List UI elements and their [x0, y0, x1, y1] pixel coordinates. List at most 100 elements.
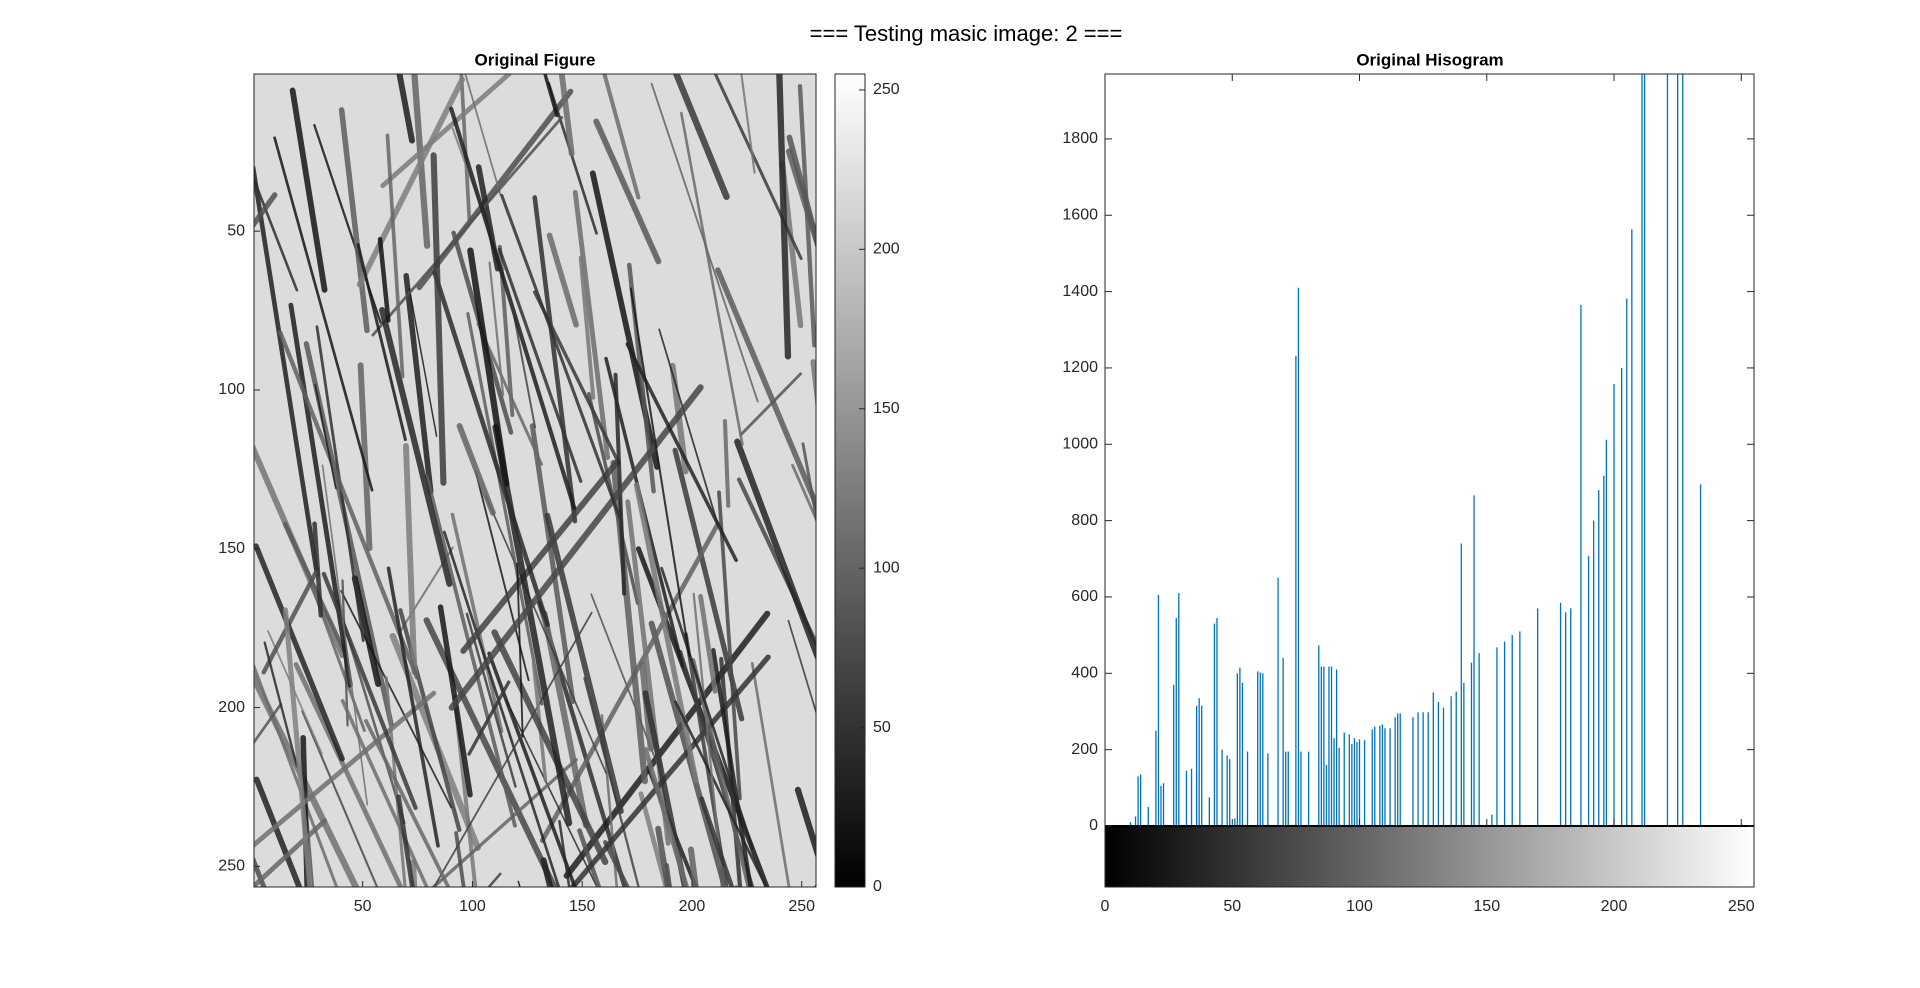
x-tick-label: 50	[1223, 898, 1241, 915]
texture-line	[454, 831, 466, 887]
texture-line	[433, 611, 593, 887]
texture-line	[403, 443, 418, 675]
texture-line	[134, 581, 161, 681]
texture-line	[449, 106, 577, 511]
colorbar-tick-label: 200	[873, 241, 900, 258]
texture-line	[734, 885, 739, 887]
texture-line	[106, 444, 180, 685]
texture-line	[891, 556, 1070, 917]
texture-line	[715, 267, 816, 512]
texture-line	[890, 803, 956, 988]
texture-line	[492, 423, 573, 827]
texture-line	[379, 306, 453, 587]
texture-line	[312, 521, 324, 618]
texture-line	[487, 872, 502, 887]
texture-line	[263, 641, 299, 768]
texture-line	[674, 700, 768, 887]
texture-line	[928, 794, 1061, 988]
texture-line	[500, 193, 622, 521]
texture-line	[122, 807, 145, 988]
texture-line	[491, 629, 609, 866]
colorbar-tick-label: 50	[873, 719, 891, 736]
texture-line	[878, 718, 904, 899]
texture-line	[961, 360, 1000, 673]
texture-line	[356, 243, 407, 442]
texture-line	[197, 635, 249, 950]
colorbar-tick-label: 250	[873, 81, 900, 98]
texture-line	[254, 776, 303, 887]
texture-line	[711, 647, 753, 887]
stems	[1129, 74, 1702, 826]
colorbar	[835, 74, 865, 887]
texture-line	[377, 236, 391, 323]
texture-line	[403, 273, 434, 495]
texture-line	[167, 311, 210, 538]
x-tick-label: 150	[1473, 898, 1500, 915]
texture-line	[928, 64, 957, 224]
x-tick-label: 50	[354, 898, 372, 915]
y-tick-label: 0	[1089, 817, 1098, 834]
texture-line	[338, 107, 370, 334]
colorbar-tick-label: 150	[873, 400, 900, 417]
texture-line	[442, 530, 561, 887]
texture-line	[130, 49, 181, 152]
texture-line	[0, 175, 110, 398]
texture-line	[364, 719, 451, 887]
y-tick-label: 1000	[1062, 435, 1098, 452]
texture-line	[109, 12, 120, 334]
texture-line	[171, 345, 227, 466]
texture-line	[658, 328, 719, 524]
y-tick-label: 100	[218, 381, 245, 398]
texture-line	[104, 423, 129, 587]
texture-line	[105, 537, 127, 696]
texture-line	[151, 15, 172, 126]
texture-line	[301, 710, 379, 887]
texture-line	[593, 118, 662, 265]
y-tick-label: 200	[218, 699, 245, 716]
texture-line	[517, 880, 521, 887]
texture-line	[185, 788, 209, 988]
texture-line	[450, 512, 504, 734]
texture-line	[476, 322, 543, 466]
texture-line	[118, 715, 156, 988]
texture-line	[411, 74, 431, 249]
texture-line	[906, 885, 949, 988]
x-tick-label: 250	[788, 898, 815, 915]
y-tick-label: 200	[1071, 741, 1098, 758]
texture-line	[613, 372, 627, 596]
texture-line	[282, 607, 313, 887]
texture-line	[660, 566, 754, 850]
texture-line	[864, 189, 878, 399]
texture-line	[516, 562, 524, 738]
texture-line	[321, 464, 369, 806]
texture-line	[408, 287, 438, 437]
texture-line	[340, 590, 453, 809]
texture-line	[547, 81, 598, 235]
texture-line	[629, 287, 691, 658]
texture-line	[386, 566, 440, 848]
x-tick-label: 200	[1601, 898, 1628, 915]
texture-line	[603, 840, 630, 887]
y-tick-label: 1400	[1062, 283, 1098, 300]
texture-line	[879, 725, 911, 921]
x-tick-label: 200	[679, 898, 706, 915]
texture-line	[786, 134, 816, 249]
texture-line	[130, 403, 239, 656]
texture-line	[546, 232, 579, 328]
texture-line	[699, 796, 735, 887]
texture-line	[254, 702, 283, 745]
texture-line	[254, 543, 345, 762]
texture-line	[385, 133, 405, 379]
texture-line	[278, 330, 420, 680]
texture-line	[794, 786, 816, 859]
texture-line	[136, 98, 180, 197]
x-tick-label: 150	[569, 898, 596, 915]
y-tick-label: 150	[218, 540, 245, 557]
texture-line	[655, 825, 672, 887]
texture-line	[114, 712, 232, 988]
texture-line	[540, 857, 554, 887]
texture-line	[734, 438, 816, 662]
texture-line	[254, 818, 328, 887]
texture-line	[577, 828, 602, 887]
texture-line	[254, 175, 299, 292]
